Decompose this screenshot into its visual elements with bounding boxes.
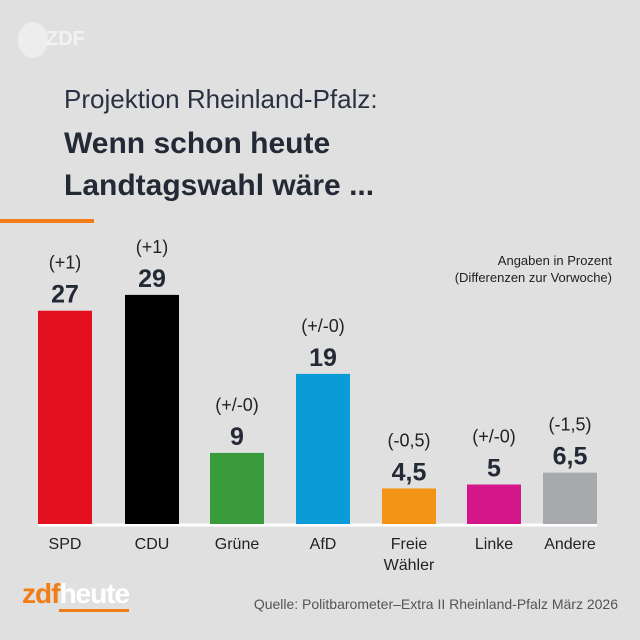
value-label: 29 — [138, 265, 166, 293]
category-label: Linke — [475, 536, 513, 553]
category-label: Freie — [391, 536, 428, 553]
bar-5 — [467, 484, 521, 524]
change-label: (+1) — [49, 253, 82, 273]
category-label: Andere — [544, 536, 596, 553]
value-label: 19 — [309, 344, 337, 372]
bar-4 — [382, 488, 436, 524]
title-line-1: Wenn schon heute — [64, 127, 331, 160]
bar-6 — [543, 472, 597, 524]
page-title: Wenn schon heute Landtagswahl wäre ... — [64, 123, 374, 207]
zdfheute-logo: zdfheute — [22, 578, 130, 612]
change-label: (-1,5) — [548, 415, 591, 435]
change-label: (+/-0) — [301, 316, 345, 336]
source-text: Quelle: Politbarometer–Extra II Rheinlan… — [253, 596, 618, 612]
bar-0 — [38, 310, 92, 524]
unit-note-line2: (Differenzen zur Vorwoche) — [454, 270, 612, 285]
value-label: 27 — [51, 281, 79, 309]
category-label: AfD — [310, 536, 337, 553]
bar-1 — [125, 294, 179, 524]
accent-line — [0, 219, 94, 223]
unit-note-line1: Angaben in Prozent — [497, 253, 612, 268]
category-label: SPD — [49, 536, 82, 553]
value-label: 5 — [487, 455, 501, 483]
value-label: 4,5 — [392, 458, 427, 486]
zdf-watermark-text: ZDF — [46, 28, 85, 50]
logo-heute: heute — [59, 578, 130, 612]
title-line-2: Landtagswahl wäre ... — [64, 169, 375, 202]
logo-zdf: zdf — [22, 578, 60, 609]
category-label: CDU — [135, 536, 170, 553]
bar-3 — [296, 373, 350, 524]
category-label: Grüne — [215, 536, 260, 553]
change-label: (+1) — [136, 237, 169, 257]
change-label: (+/-0) — [215, 395, 259, 415]
value-label: 9 — [230, 423, 244, 451]
change-label: (-0,5) — [387, 430, 430, 450]
value-label: 6,5 — [553, 443, 588, 471]
change-label: (+/-0) — [472, 427, 516, 447]
bar-2 — [210, 452, 264, 524]
category-label: Wähler — [384, 557, 435, 574]
zdf-watermark-logo — [18, 22, 48, 58]
unit-note: Angaben in Prozent (Differenzen zur Vorw… — [455, 252, 612, 286]
subtitle: Projektion Rheinland-Pfalz: — [64, 84, 378, 114]
